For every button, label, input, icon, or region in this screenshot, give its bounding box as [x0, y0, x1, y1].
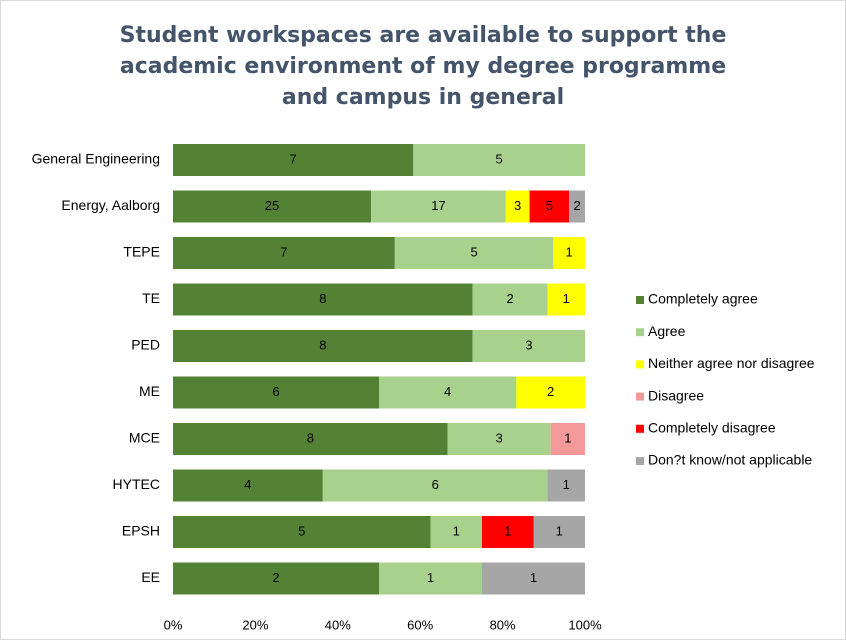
bar-segment [430, 516, 482, 548]
chart-title: Student workspaces are available to supp… [119, 23, 727, 110]
legend-label: Completely disagree [648, 420, 776, 436]
data-label: 4 [244, 477, 251, 492]
bar-segment [447, 423, 551, 455]
data-label: 17 [431, 198, 445, 213]
legend-swatch [636, 424, 644, 433]
y-tick-label: HYTEC [113, 476, 160, 492]
bar-segment [413, 144, 585, 176]
data-label: 1 [453, 523, 460, 538]
bar-segment [394, 237, 554, 269]
bar-segment [516, 376, 585, 409]
y-tick-label: Energy, Aalborg [61, 197, 160, 213]
bar-segment [553, 237, 585, 269]
y-tick-label: TEPE [123, 244, 160, 260]
bar-segment [533, 516, 585, 548]
data-label: 3 [514, 198, 521, 213]
data-label: 3 [525, 337, 532, 352]
data-label: 1 [563, 477, 570, 492]
x-tick-label: 100% [568, 617, 602, 632]
data-label: 4 [444, 384, 451, 399]
legend-label: Don?t know/not applicable [648, 452, 812, 468]
data-label: 6 [272, 384, 279, 399]
bar-segment [379, 562, 482, 595]
data-label: 6 [432, 477, 439, 492]
bar-segment [482, 516, 534, 548]
bar-segment [371, 190, 506, 223]
bar-segment [569, 190, 585, 223]
y-tick-label: MCE [129, 430, 160, 446]
bar-segment [173, 469, 323, 502]
legend-swatch [636, 296, 644, 304]
legend-swatch [636, 360, 644, 369]
data-label: 1 [556, 523, 563, 538]
data-label: 3 [496, 430, 503, 445]
data-label: 1 [564, 430, 571, 445]
data-label: 2 [547, 384, 554, 399]
bar-segment [173, 516, 431, 548]
y-tick-label: EPSH [122, 523, 160, 539]
y-tick-label: ME [139, 383, 160, 399]
x-tick-label: 80% [490, 617, 516, 632]
bar-segment [173, 283, 473, 316]
data-label: 5 [298, 523, 305, 538]
bar-segment [379, 376, 517, 409]
bar-segment [173, 376, 379, 409]
data-label: 7 [290, 151, 297, 166]
bar-segment [173, 330, 473, 362]
data-label: 2 [573, 198, 580, 213]
data-label: 1 [530, 570, 537, 585]
data-label: 8 [307, 430, 314, 445]
bar-segment [472, 283, 548, 316]
bar-segment [173, 423, 448, 455]
legend-swatch [636, 328, 644, 337]
y-tick-label: TE [142, 290, 160, 306]
bar-segment [547, 469, 585, 502]
data-label: 2 [272, 570, 279, 585]
data-label: 1 [427, 570, 434, 585]
y-tick-label: EE [141, 569, 160, 585]
data-label: 5 [546, 198, 553, 213]
bar-segment [173, 562, 379, 595]
data-label: 2 [506, 291, 513, 306]
bar-segment [173, 237, 395, 269]
bar-segment [173, 144, 414, 176]
x-tick-label: 40% [325, 617, 351, 632]
bar-segment [529, 190, 570, 223]
data-label: 5 [496, 151, 503, 166]
bar-segment [472, 330, 585, 362]
data-label: 8 [319, 291, 326, 306]
bar-segment [505, 190, 530, 223]
data-label: 8 [319, 337, 326, 352]
y-tick-label: PED [131, 337, 160, 353]
bar-segment [173, 190, 372, 223]
x-tick-label: 0% [164, 617, 183, 632]
legend-label: Disagree [648, 387, 704, 403]
data-label: 25 [265, 198, 279, 213]
legend-label: Completely agree [648, 291, 758, 307]
data-label: 1 [563, 291, 570, 306]
x-tick-label: 20% [242, 617, 268, 632]
bar-segment [547, 283, 585, 316]
data-label: 5 [470, 244, 477, 259]
bar-segment [322, 469, 548, 502]
bar-segment [482, 562, 585, 595]
data-label: 7 [280, 244, 287, 259]
data-label: 1 [504, 523, 511, 538]
legend-swatch [636, 457, 644, 465]
bar-segment [550, 423, 585, 455]
x-tick-label: 60% [407, 617, 433, 632]
legend-label: Neither agree nor disagree [648, 355, 815, 371]
legend-swatch [636, 392, 644, 401]
legend-label: Agree [648, 323, 686, 339]
data-label: 1 [566, 244, 573, 259]
y-tick-label: General Engineering [32, 151, 160, 167]
